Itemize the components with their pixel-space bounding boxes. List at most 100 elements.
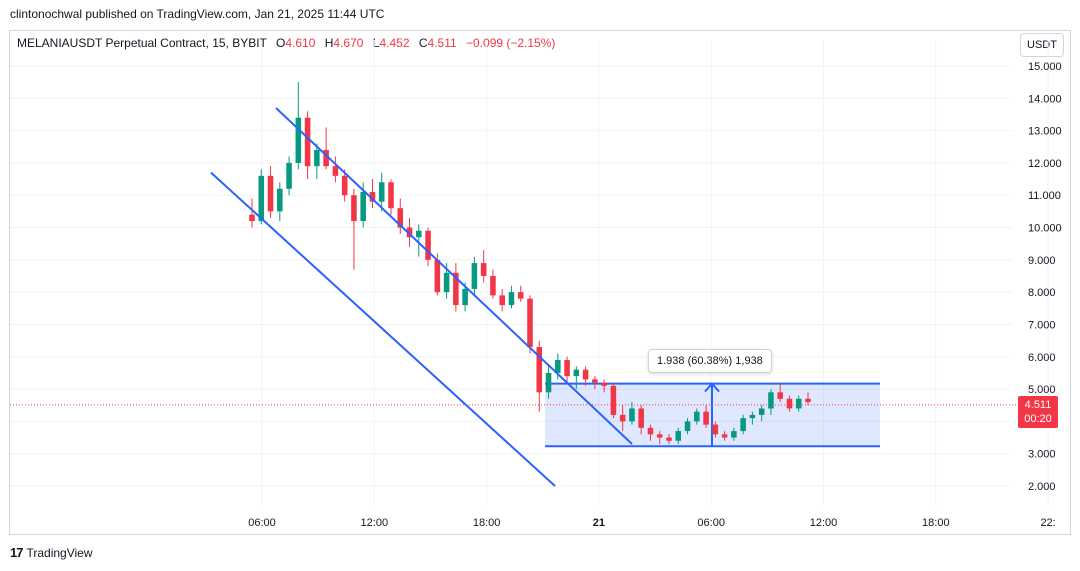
footer-brand[interactable]: 17 TradingView [10, 545, 93, 560]
candle-body [629, 408, 635, 422]
y-tick-label: 8.000 [1028, 287, 1056, 299]
y-tick-label: 12.000 [1028, 158, 1062, 170]
candle-body [434, 259, 441, 293]
candle-body [582, 369, 589, 380]
channel-upper-trendline[interactable] [275, 107, 633, 445]
low-key: L [372, 36, 380, 50]
y-tick-label: 9.000 [1028, 255, 1056, 267]
x-tick-label: 12:00 [810, 517, 838, 529]
candle-body [805, 398, 811, 402]
x-tick-label: 18:00 [473, 517, 501, 529]
bar-countdown: 00:20 [1024, 413, 1052, 425]
candle-body [453, 272, 459, 306]
open-value: 4.610 [285, 36, 316, 50]
change-value: −0.099 (−2.15%) [466, 36, 556, 50]
candle-body [304, 117, 311, 167]
candle-body [545, 372, 552, 393]
candle-body [517, 292, 524, 299]
candle-body [777, 392, 783, 399]
candle-body [277, 188, 283, 212]
candle-body [378, 182, 385, 202]
channel-lower-trendline[interactable] [210, 171, 556, 487]
candle-body [601, 382, 607, 386]
candle-body [555, 360, 561, 373]
candle-body [397, 208, 404, 228]
y-tick-label: 2.000 [1028, 481, 1056, 493]
candle-body [795, 398, 802, 409]
candle-body [610, 385, 617, 415]
candle-body [786, 398, 793, 409]
candle-body [527, 298, 533, 348]
candle-body [749, 414, 756, 419]
candle-body [480, 263, 487, 276]
y-tick-label: 5.000 [1028, 384, 1056, 396]
open-key: O [276, 36, 286, 50]
candle-body [573, 369, 580, 377]
candle-body [675, 431, 682, 441]
candle-body [323, 150, 329, 167]
symbol-name[interactable]: MELANIAUSDT Perpetual Contract, 15, BYBI… [17, 36, 267, 50]
candle-body [471, 263, 478, 289]
candle-body [388, 182, 394, 209]
candle-body [406, 227, 413, 238]
candle-body [703, 411, 709, 425]
y-tick-label: 6.000 [1028, 352, 1056, 364]
candle-body [267, 175, 274, 212]
candle-body [638, 408, 644, 428]
candle-body [592, 379, 598, 383]
y-tick-label: 3.000 [1028, 449, 1056, 461]
candle-body [499, 295, 505, 306]
arrow-up-icon [704, 382, 720, 393]
candle-body [684, 421, 691, 432]
candle-body [369, 192, 376, 202]
price-range-label: 1.938 (60.38%) 1,938 [648, 349, 772, 373]
candle-body [341, 175, 348, 196]
candle-body [712, 424, 719, 435]
x-tick-label: 12:00 [361, 517, 389, 529]
candle-body [768, 392, 774, 409]
candle-body [758, 408, 765, 415]
candle-body [332, 166, 339, 176]
candle-body [647, 427, 654, 435]
y-tick-label: 13.000 [1028, 126, 1062, 138]
brand-name: TradingView [26, 545, 93, 560]
y-tick-label: 11.000 [1028, 190, 1061, 202]
time-axis[interactable]: 06:00 12:00 18:00 21 06:00 12:00 18:00 22: [248, 517, 1056, 529]
candle-body [666, 437, 672, 441]
candle-body [656, 434, 663, 438]
x-tick-label: 06:00 [248, 517, 276, 529]
candle-body [295, 117, 302, 163]
y-tick-label: 15.000 [1028, 61, 1062, 73]
candle-body [694, 411, 700, 422]
close-key: C [418, 36, 428, 50]
candle-body [425, 230, 431, 260]
candle-body [258, 175, 265, 222]
high-value: 4.670 [333, 36, 364, 50]
x-tick-label: 21 [593, 517, 605, 529]
close-value: 4.511 [427, 36, 457, 50]
candle-body [508, 292, 515, 306]
candle-body [564, 360, 570, 377]
chart-frame [9, 30, 1071, 535]
candle-body [731, 431, 737, 438]
candle-body [721, 434, 728, 438]
x-tick-label: 22: [1040, 517, 1055, 529]
low-value: 4.452 [379, 36, 410, 50]
last-price-value: 4.511 [1024, 399, 1052, 411]
last-price-tag: 4.511 00:20 [1018, 396, 1058, 428]
candle-body [462, 288, 468, 306]
candle-body [286, 162, 292, 189]
chart-grid [10, 40, 1049, 505]
candle-body [619, 414, 626, 422]
symbol-legend: MELANIAUSDT Perpetual Contract, 15, BYBI… [17, 36, 555, 50]
candle-body [416, 230, 422, 238]
price-axis[interactable]: 2.0003.0004.0005.0006.0007.0008.0009.000… [1028, 61, 1062, 493]
candle-body [490, 276, 496, 296]
candle-body [249, 214, 255, 222]
high-key: H [324, 36, 334, 50]
candlestick-series[interactable] [249, 82, 811, 444]
y-tick-label: 10.000 [1028, 223, 1062, 235]
currency-button[interactable]: USDT [1020, 33, 1064, 57]
candle-body [536, 347, 543, 393]
